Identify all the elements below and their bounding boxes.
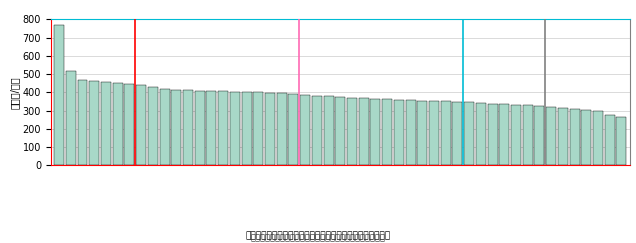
Bar	[359, 98, 369, 165]
Bar	[148, 87, 158, 165]
Bar	[207, 91, 216, 165]
Bar	[300, 95, 310, 165]
Bar	[382, 99, 392, 165]
Bar	[406, 100, 415, 165]
Bar	[534, 106, 544, 165]
Bar	[265, 93, 275, 165]
Bar	[218, 91, 228, 165]
Bar	[324, 96, 333, 165]
Bar	[230, 92, 240, 165]
Bar	[160, 89, 170, 165]
Bar	[78, 80, 88, 165]
Bar	[136, 85, 146, 165]
Bar	[101, 82, 111, 165]
Text: （出典）「ユビキタス化による地域経済成長に関する調査」: （出典）「ユビキタス化による地域経済成長に関する調査」	[251, 234, 385, 243]
Bar	[277, 93, 287, 165]
Bar	[488, 104, 497, 165]
Bar	[570, 109, 579, 165]
Bar	[417, 101, 427, 165]
Bar	[288, 94, 298, 165]
Bar	[253, 92, 263, 165]
Text: （出典）「ユビキタス化による地域経済成長に関する調査」: （出典）「ユビキタス化による地域経済成長に関する調査」	[245, 231, 391, 240]
Bar	[394, 100, 404, 165]
Bar	[558, 108, 568, 165]
Bar	[66, 71, 76, 165]
Bar	[605, 115, 615, 165]
Bar	[54, 25, 64, 165]
Bar	[593, 111, 603, 165]
Bar	[347, 98, 357, 165]
Bar	[441, 102, 451, 165]
Bar	[499, 104, 509, 165]
Bar	[511, 105, 521, 165]
Bar	[616, 117, 626, 165]
Bar	[464, 102, 474, 165]
Bar	[113, 83, 123, 165]
Bar	[581, 110, 591, 165]
Bar	[89, 81, 99, 165]
Bar	[171, 90, 181, 165]
Bar	[546, 107, 556, 165]
Bar	[312, 96, 322, 165]
Bar	[242, 92, 251, 165]
Bar	[523, 105, 533, 165]
Bar	[195, 91, 205, 165]
Bar	[429, 101, 439, 165]
Bar	[452, 102, 462, 165]
Bar	[183, 90, 193, 165]
Bar	[335, 97, 345, 165]
Bar	[125, 84, 134, 165]
Y-axis label: （万円/人）: （万円/人）	[10, 76, 20, 109]
Bar	[476, 103, 486, 165]
Bar	[370, 99, 380, 165]
